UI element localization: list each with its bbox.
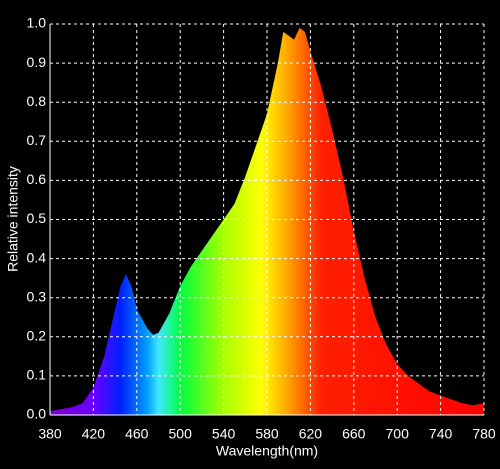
x-tick-label: 500	[169, 426, 193, 442]
x-tick-label: 780	[472, 426, 496, 442]
y-tick-label: 0.3	[27, 288, 47, 304]
y-tick-label: 0.6	[27, 171, 47, 187]
x-tick-label: 380	[38, 426, 62, 442]
x-tick-label: 660	[342, 426, 366, 442]
y-tick-label: 0.8	[27, 93, 47, 109]
spectrum-area	[50, 27, 484, 415]
x-tick-label: 540	[212, 426, 236, 442]
x-tick-label: 460	[125, 426, 149, 442]
y-tick-label: 0.7	[27, 132, 47, 148]
x-tick-label: 700	[386, 426, 410, 442]
y-tick-label: 0.2	[27, 328, 47, 344]
y-axis-label: Relative intensity	[5, 166, 21, 272]
x-tick-label: 620	[299, 426, 323, 442]
y-tick-label: 0.9	[27, 54, 47, 70]
y-tick-label: 0.1	[27, 367, 47, 383]
y-tick-label: 0.4	[27, 249, 47, 265]
x-tick-label: 420	[82, 426, 106, 442]
x-axis-label: Wavelength(nm)	[216, 443, 318, 459]
y-tick-label: 0.0	[27, 406, 47, 422]
x-tick-label: 580	[255, 426, 279, 442]
y-tick-label: 0.5	[27, 210, 47, 226]
x-tick-label: 740	[429, 426, 453, 442]
y-tick-label: 1.0	[27, 15, 47, 31]
